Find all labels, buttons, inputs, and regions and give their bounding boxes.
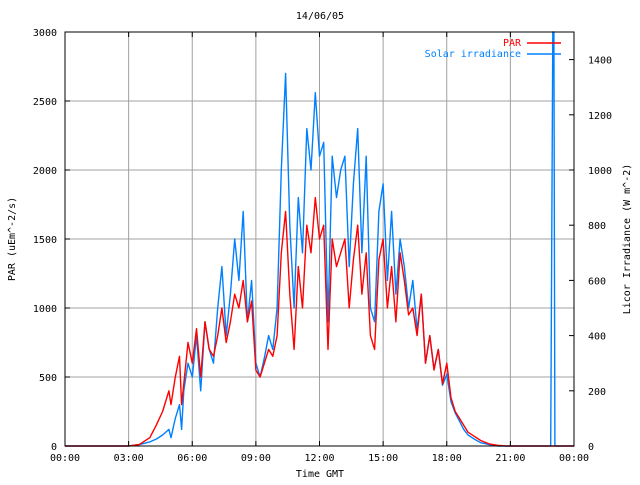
y-right-tick-label: 1400 [588,56,612,67]
y-left-tick-label: 1500 [33,235,57,246]
chart-title: 14/06/05 [296,11,344,22]
y-left-tick-label: 2500 [33,97,57,108]
y-right-tick-label: 1200 [588,111,612,122]
legend-label: PAR [503,38,522,49]
x-tick-label: 21:00 [495,453,525,464]
series-line-par [65,196,574,447]
x-tick-label: 12:00 [304,453,334,464]
y-right-tick-label: 1000 [588,166,612,177]
x-tick-label: 06:00 [177,453,207,464]
y-left-tick-label: 1000 [33,304,57,315]
series-line-solar-irradiance [65,31,574,447]
x-tick-label: 00:00 [559,453,589,464]
y-left-tick-label: 3000 [33,28,57,39]
y-axis-right-label: Licor Irradiance (W m^-2) [622,164,633,315]
x-axis-label: Time GMT [296,469,344,480]
tick-layer: 00:00 03:00 06:00 09:00 12:00 15:00 18:00 21:00… [33,28,612,464]
x-tick-label: 00:00 [50,453,80,464]
y-axis-left-label: PAR (uEm^-2/s) [7,197,18,281]
y-right-tick-label: 200 [588,387,606,398]
series-layer [65,31,574,447]
y-right-tick-label: 400 [588,332,606,343]
x-tick-label: 18:00 [432,453,462,464]
y-right-tick-label: 0 [588,442,594,453]
y-left-tick-label: 2000 [33,166,57,177]
legend-label: Solar irradiance [425,49,521,60]
x-tick-label: 03:00 [114,453,144,464]
x-tick-label: 15:00 [368,453,398,464]
y-left-tick-label: 500 [39,373,57,384]
y-right-tick-label: 600 [588,276,606,287]
y-right-tick-label: 800 [588,221,606,232]
x-tick-label: 09:00 [241,453,271,464]
y-left-tick-label: 0 [51,442,57,453]
